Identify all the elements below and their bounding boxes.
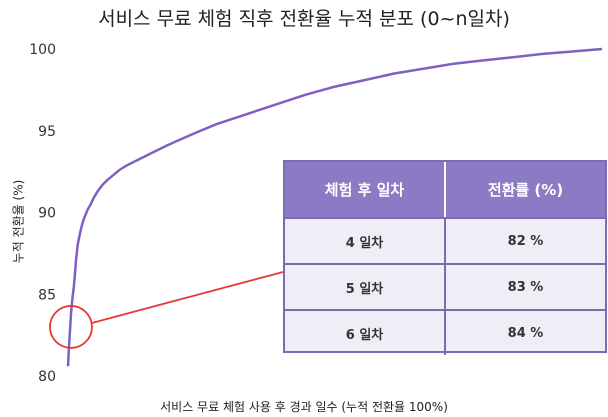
y-tick-label: 95 xyxy=(38,124,56,140)
conversion-table: 체험 후 일차 전환률 (%) 4 일차 82 % 5 일차 83 % 6 일차… xyxy=(283,160,607,355)
table-cell-rate: 83 % xyxy=(507,279,544,295)
table-cell-rate: 84 % xyxy=(507,325,544,341)
y-tick-label: 80 xyxy=(38,369,56,385)
highlight-connector-line xyxy=(91,271,284,324)
chart-title: 서비스 무료 체험 직후 전환율 누적 분포 (0~n일차) xyxy=(98,8,510,30)
table-header-rate: 전환률 (%) xyxy=(487,181,564,199)
table-row: 6 일차 84 % xyxy=(285,309,605,355)
table-header-day: 체험 후 일차 xyxy=(285,162,446,217)
y-axis-label: 누적 전환율 (%) xyxy=(11,179,26,264)
table-cell-rate: 82 % xyxy=(507,233,544,249)
table-row: 4 일차 82 % xyxy=(285,217,605,263)
table-cell-day: 5 일차 xyxy=(285,265,446,309)
table-cell-day: 6 일차 xyxy=(285,311,446,355)
table-cell-day: 4 일차 xyxy=(285,219,446,263)
series-line xyxy=(66,47,603,367)
x-axis-label: 서비스 무료 체험 사용 후 경과 일수 (누적 전환율 100%) xyxy=(160,400,448,414)
table-header: 체험 후 일차 전환률 (%) xyxy=(285,162,605,217)
y-tick-label: 85 xyxy=(38,287,56,303)
table-row: 5 일차 83 % xyxy=(285,263,605,309)
highlight-circle xyxy=(49,305,93,349)
y-tick-label: 90 xyxy=(38,206,56,222)
y-tick-label: 100 xyxy=(29,42,56,58)
